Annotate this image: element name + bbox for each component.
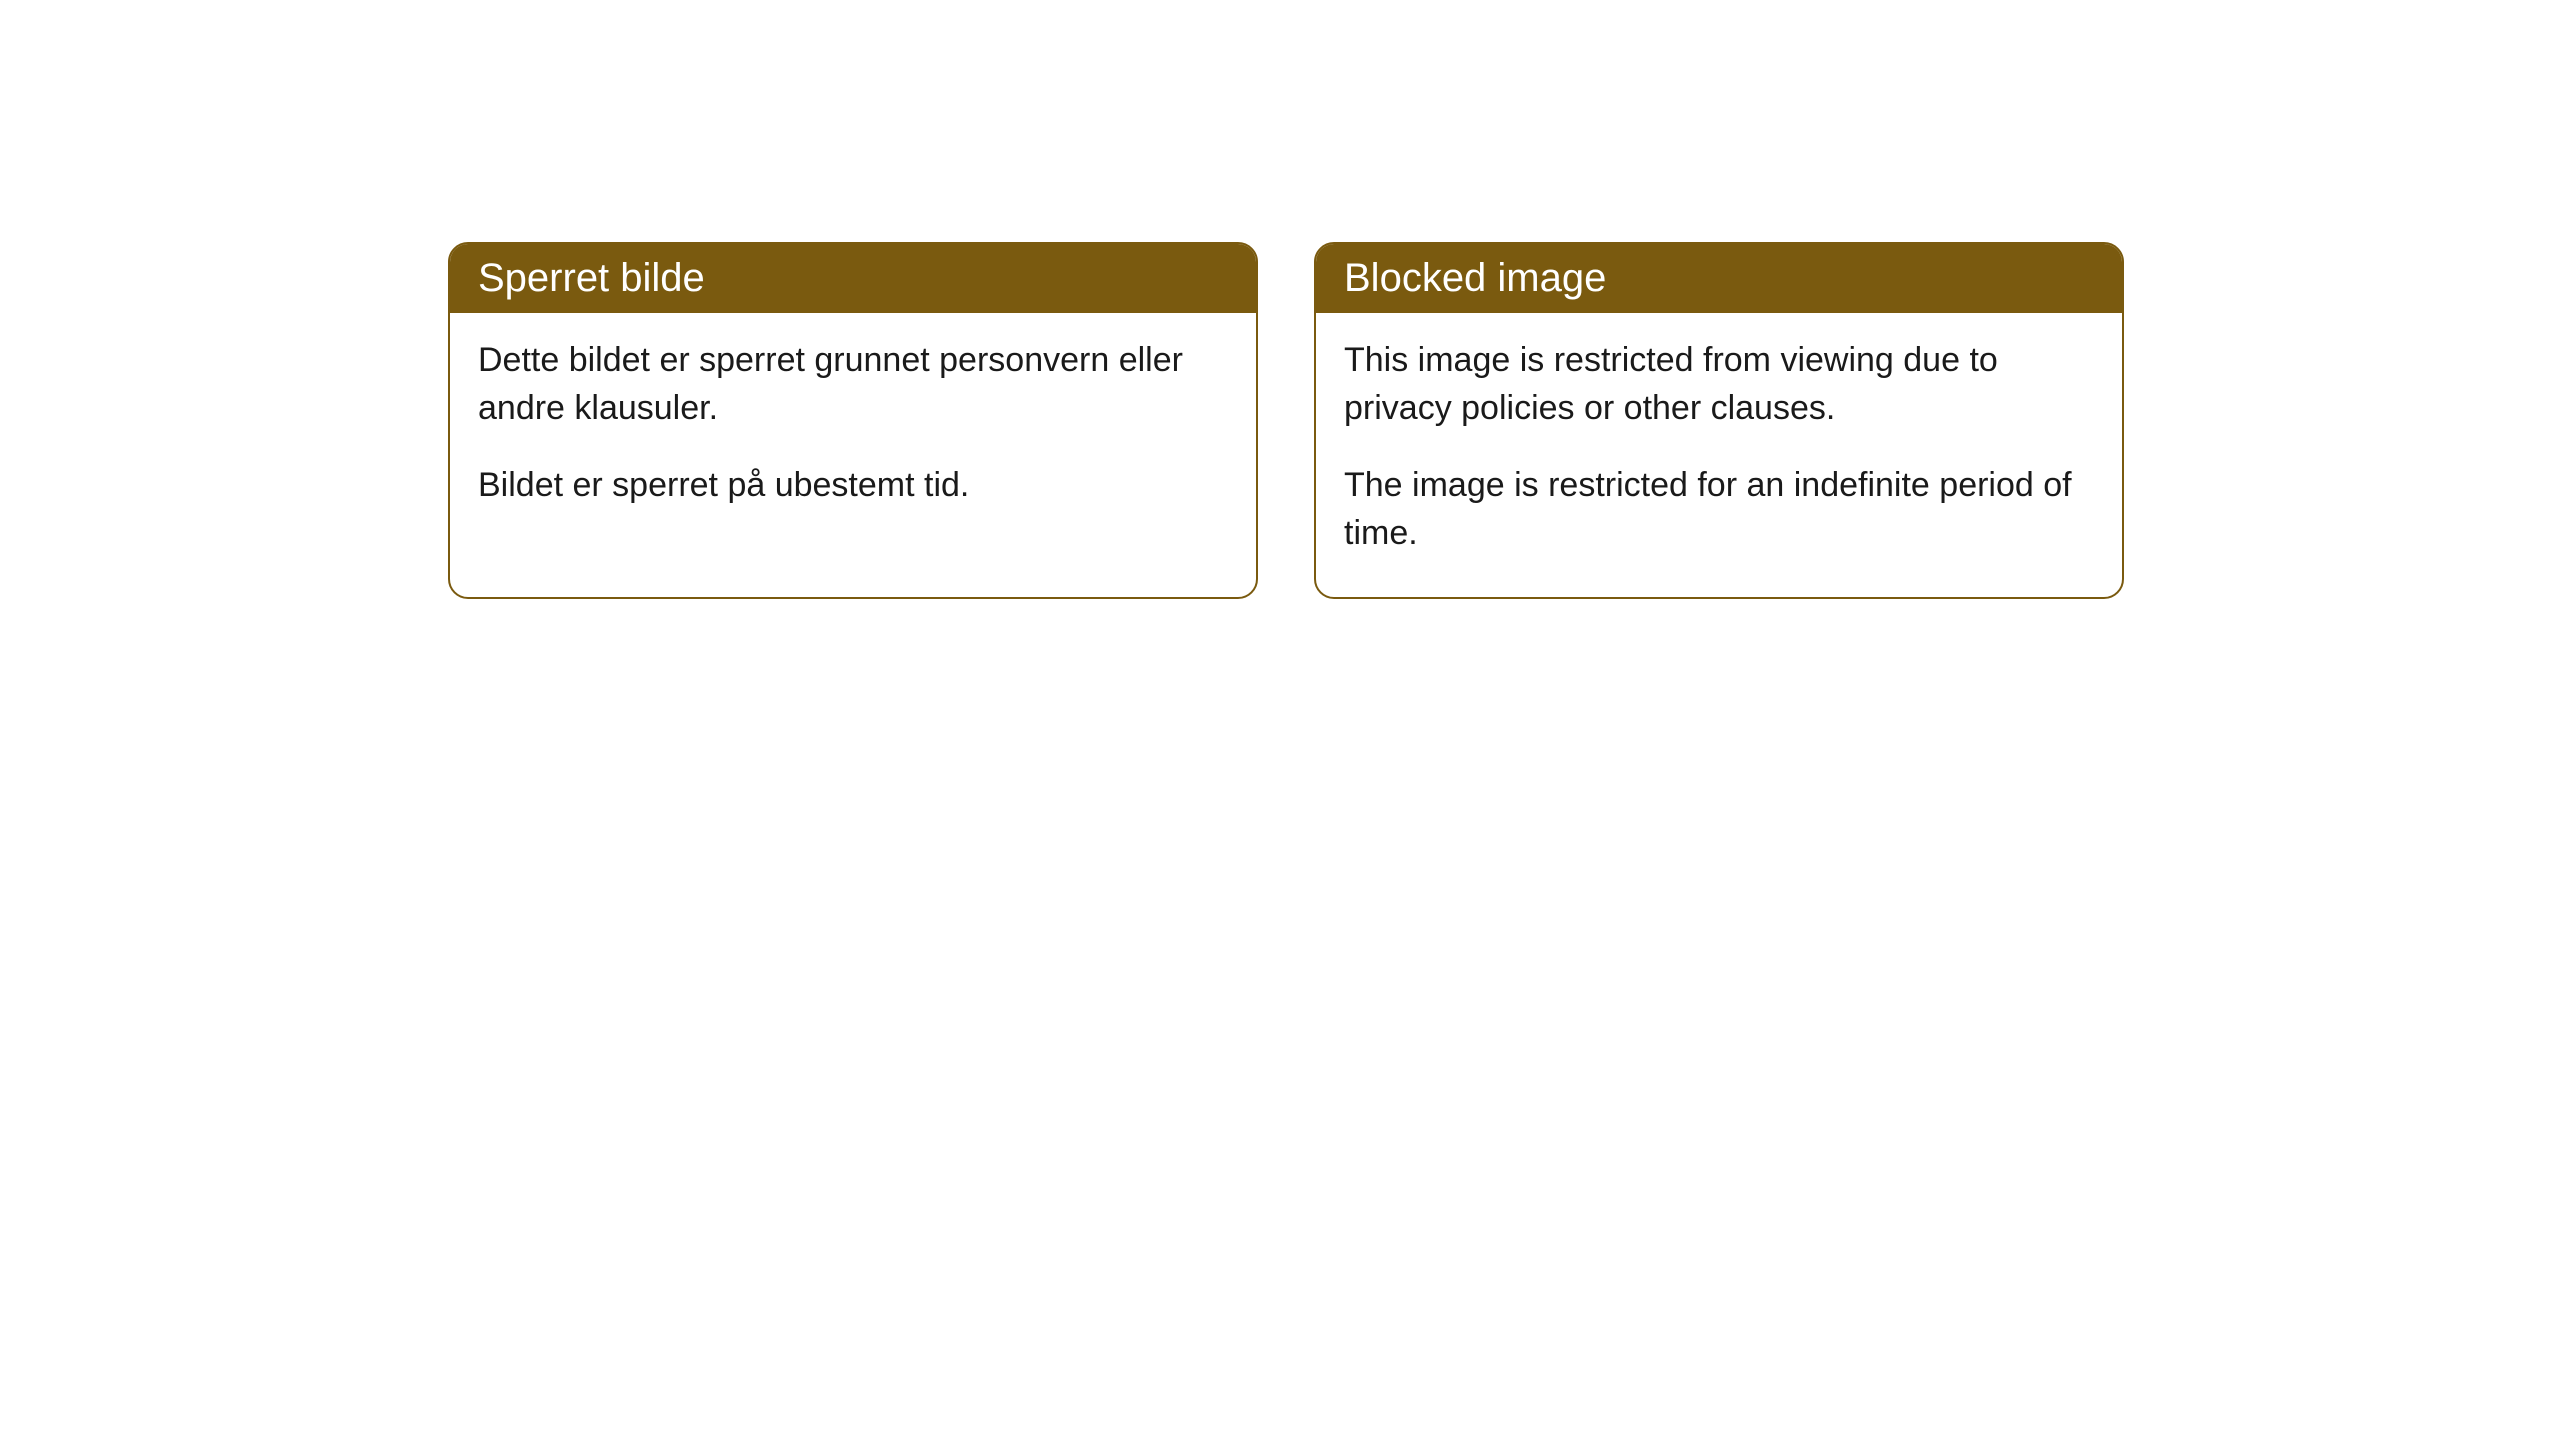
card-english: Blocked image This image is restricted f…	[1314, 242, 2124, 599]
card-norwegian: Sperret bilde Dette bildet er sperret gr…	[448, 242, 1258, 599]
card-header-english: Blocked image	[1316, 244, 2122, 313]
card-title: Sperret bilde	[478, 256, 705, 300]
card-title: Blocked image	[1344, 256, 1606, 300]
card-container: Sperret bilde Dette bildet er sperret gr…	[0, 0, 2560, 599]
card-text-2: Bildet er sperret på ubestemt tid.	[478, 462, 1228, 510]
card-text-1: This image is restricted from viewing du…	[1344, 337, 2094, 432]
card-text-2: The image is restricted for an indefinit…	[1344, 462, 2094, 557]
card-body-english: This image is restricted from viewing du…	[1316, 313, 2122, 597]
card-header-norwegian: Sperret bilde	[450, 244, 1256, 313]
card-body-norwegian: Dette bildet er sperret grunnet personve…	[450, 313, 1256, 550]
card-text-1: Dette bildet er sperret grunnet personve…	[478, 337, 1228, 432]
